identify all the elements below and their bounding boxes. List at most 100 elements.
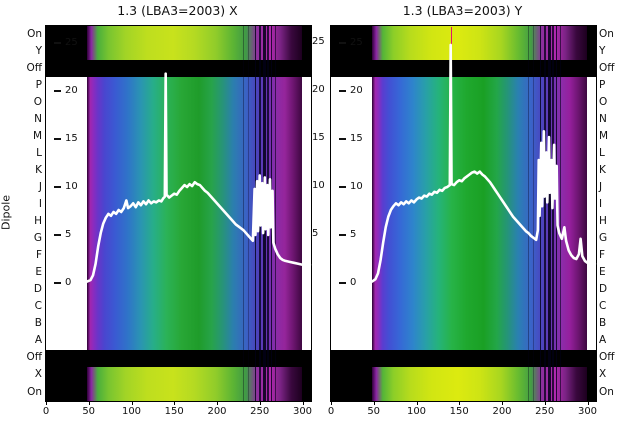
dipole-label: Off	[26, 351, 43, 364]
gap-value-tick: 25	[312, 36, 325, 47]
colormap-gradient	[87, 26, 303, 60]
value-tick-label: 25	[54, 37, 78, 49]
x-tick-label: 300	[292, 406, 313, 417]
dipole-label: C	[34, 300, 42, 313]
dark-stripe	[543, 26, 546, 401]
tick-mark	[339, 186, 346, 188]
dipole-label: H	[34, 215, 42, 228]
tick-value: 0	[65, 277, 72, 288]
colormap-gradient	[372, 77, 588, 350]
dipole-label: Y	[599, 44, 606, 57]
colormap-gradient	[87, 367, 303, 401]
off-row	[331, 350, 596, 367]
tick-mark	[54, 42, 61, 44]
tick-mark	[339, 234, 346, 236]
dipole-label: On	[599, 27, 614, 40]
x-tick-mark	[544, 401, 546, 405]
dipole-label: E	[599, 266, 606, 279]
x-tick-label: 200	[492, 406, 512, 417]
dark-stripe	[532, 26, 534, 401]
x-tick-label: 0	[327, 406, 335, 417]
dipole-label: Off	[599, 61, 615, 74]
dark-stripe	[560, 26, 562, 401]
colormap-gradient	[372, 26, 588, 60]
x-tick-mark	[88, 401, 90, 405]
dipole-label: G	[599, 232, 608, 245]
tick-mark	[54, 234, 61, 236]
value-tick-label: 20	[339, 85, 363, 97]
x-tick-label: 50	[82, 406, 96, 417]
dipole-label: F	[599, 249, 606, 262]
dipole-label: D	[33, 283, 42, 296]
dipole-label: O	[33, 95, 42, 108]
heatmap-body	[331, 77, 596, 350]
x-tick-label: 100	[406, 406, 427, 417]
gap-value-tick: 20	[312, 84, 325, 95]
dipole-label: On	[27, 27, 42, 40]
off-row	[46, 60, 311, 77]
tick-mark	[339, 138, 346, 140]
tick-value: 15	[350, 133, 363, 144]
tick-mark	[54, 90, 61, 92]
dipole-label: A	[34, 334, 42, 347]
tick-value: 5	[350, 229, 357, 240]
x-tick-mark	[131, 401, 133, 405]
dipole-label: L	[36, 146, 42, 159]
bandpass-curve	[46, 26, 311, 401]
value-tick-label: 20	[54, 85, 78, 97]
dipole-label: I	[599, 197, 603, 210]
dark-stripe	[548, 26, 551, 401]
tick-value: 5	[65, 229, 72, 240]
x-on-band	[331, 367, 596, 401]
x-on-band	[46, 367, 311, 401]
on-y-band	[331, 26, 596, 60]
x-tick-label: 100	[121, 406, 142, 417]
x-tick-label: 50	[367, 406, 381, 417]
dark-stripe	[552, 26, 555, 401]
x-tick-label: 300	[577, 406, 598, 417]
dark-stripe	[247, 26, 249, 401]
bandpass-line	[46, 74, 311, 282]
tick-value: 25	[65, 37, 78, 48]
value-tick-label: 0	[339, 277, 356, 289]
dipole-labels-left: On Y Off P O N M L K J I H G F E D C B A Off X On	[12, 25, 43, 400]
dipole-label: B	[599, 317, 607, 330]
dipole-label: K	[599, 163, 606, 176]
x-tick-label: 0	[42, 406, 50, 417]
dipole-label: B	[34, 317, 42, 330]
off-row	[331, 60, 596, 77]
tick-value: 25	[350, 37, 363, 48]
x-tick-mark	[587, 401, 589, 405]
bandpass-line	[331, 45, 596, 282]
dipole-label: D	[599, 283, 608, 296]
dipole-label: O	[599, 95, 608, 108]
x-tick-mark	[217, 401, 218, 405]
tick-value: 0	[350, 277, 357, 288]
tick-mark	[54, 138, 61, 140]
x-tick-mark	[259, 401, 261, 405]
value-tick-label: 15	[54, 133, 78, 145]
x-tick-mark	[416, 401, 418, 405]
dipole-label: E	[35, 266, 42, 279]
dipole-label: P	[599, 78, 606, 91]
off-row	[46, 350, 311, 367]
dipole-label: Off	[599, 351, 615, 364]
dipole-label: F	[35, 249, 42, 262]
dark-stripe	[275, 26, 277, 401]
dipole-label: Y	[35, 44, 42, 57]
colormap-gradient	[372, 367, 588, 401]
dipole-label: N	[34, 112, 42, 125]
x-tick-label: 150	[164, 406, 184, 417]
tick-value: 15	[65, 133, 78, 144]
dipole-label: A	[599, 334, 607, 347]
dipole-label: J	[38, 180, 42, 193]
dipole-label: L	[599, 146, 605, 159]
tick-mark	[339, 282, 346, 284]
dipole-label: G	[33, 232, 42, 245]
value-tick-label: 25	[339, 37, 363, 49]
heatmap-panel-y: 25 20 15 10 5 0	[330, 25, 597, 402]
value-tick-label: 0	[54, 277, 71, 289]
dipole-label: X	[34, 368, 42, 381]
x-tick-mark	[331, 401, 332, 405]
tick-value: 10	[350, 181, 363, 192]
